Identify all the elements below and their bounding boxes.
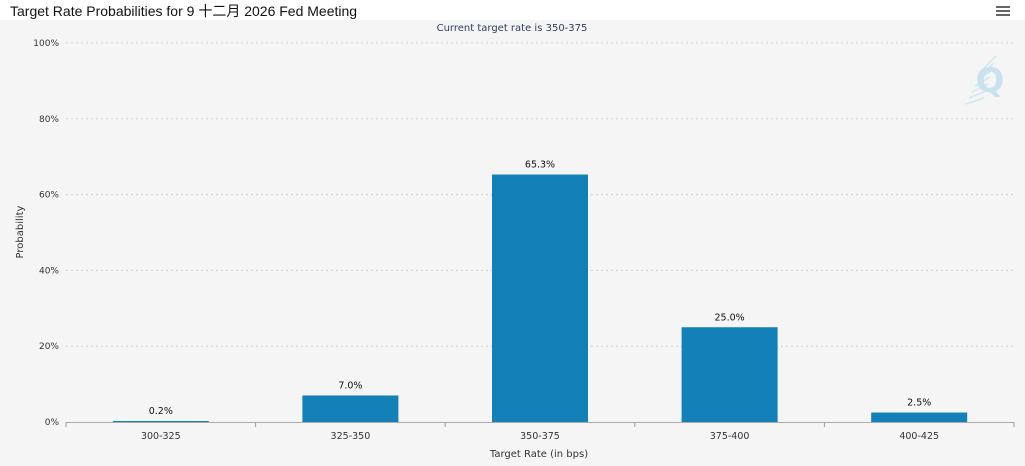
y-tick-label: 60% bbox=[39, 191, 59, 201]
watermark-stroke bbox=[965, 97, 985, 105]
bar-375-400[interactable] bbox=[681, 327, 778, 422]
y-axis-ticks: 0% 20% 40% 60% 80% 100% bbox=[33, 39, 59, 428]
data-label: 7.0% bbox=[338, 380, 362, 391]
y-tick-label: 40% bbox=[39, 266, 59, 276]
menu-bar bbox=[996, 10, 1010, 12]
bar-400-425[interactable] bbox=[871, 412, 968, 422]
watermark-stroke bbox=[983, 55, 997, 69]
x-tick-label: 325-350 bbox=[331, 431, 371, 442]
bar-300-325[interactable] bbox=[112, 421, 209, 422]
x-tick-label: 300-325 bbox=[141, 431, 181, 442]
x-tick-label: 375-400 bbox=[710, 431, 750, 442]
x-tick-label: 400-425 bbox=[899, 431, 939, 442]
bars-group: 0.2% 7.0% 65.3% 25.0% 2.5% bbox=[112, 160, 968, 422]
y-axis-title: Probability bbox=[15, 205, 26, 258]
menu-bar bbox=[996, 14, 1010, 16]
gridlines bbox=[66, 42, 1014, 347]
watermark-stroke bbox=[971, 83, 989, 93]
data-label: 25.0% bbox=[715, 312, 745, 323]
data-label: 65.3% bbox=[525, 160, 555, 171]
y-tick-label: 100% bbox=[33, 39, 59, 49]
x-tick-label: 350-375 bbox=[520, 431, 560, 442]
chart-subtitle: Current target rate is 350-375 bbox=[437, 23, 588, 34]
bar-325-350[interactable] bbox=[302, 395, 399, 422]
y-tick-label: 80% bbox=[39, 115, 59, 125]
data-label: 0.2% bbox=[149, 406, 173, 417]
watermark-stroke bbox=[977, 69, 993, 81]
watermark-stroke bbox=[980, 62, 995, 75]
x-axis-title: Target Rate (in bps) bbox=[489, 449, 588, 460]
chart-title: Target Rate Probabilities for 9 十二月 2026… bbox=[10, 3, 358, 19]
y-tick-label: 20% bbox=[39, 342, 59, 352]
q-watermark-icon: Q bbox=[965, 55, 1005, 105]
menu-bar bbox=[996, 6, 1010, 8]
watermark-text: Q bbox=[976, 61, 1005, 101]
hamburger-menu-icon[interactable] bbox=[995, 4, 1011, 18]
watermark-stroke bbox=[968, 90, 987, 99]
y-tick-label: 0% bbox=[45, 418, 60, 428]
bar-350-375[interactable] bbox=[492, 174, 588, 422]
data-label: 2.5% bbox=[907, 398, 931, 409]
watermark-stroke bbox=[974, 76, 991, 87]
